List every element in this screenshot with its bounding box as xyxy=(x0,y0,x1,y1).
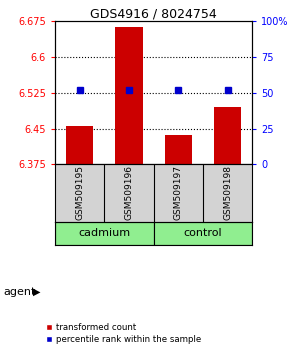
Text: GSM509195: GSM509195 xyxy=(75,165,84,221)
Text: cadmium: cadmium xyxy=(78,228,130,238)
Bar xyxy=(66,126,93,164)
Bar xyxy=(115,27,143,164)
Text: GSM509197: GSM509197 xyxy=(174,165,183,221)
Legend: transformed count, percentile rank within the sample: transformed count, percentile rank withi… xyxy=(42,320,204,348)
Text: ▶: ▶ xyxy=(33,287,41,297)
Text: GSM509196: GSM509196 xyxy=(124,165,134,221)
Bar xyxy=(154,222,252,245)
Text: GSM509198: GSM509198 xyxy=(223,165,232,221)
Title: GDS4916 / 8024754: GDS4916 / 8024754 xyxy=(90,7,217,20)
Bar xyxy=(165,135,192,164)
Bar xyxy=(55,222,154,245)
Bar xyxy=(214,107,241,164)
Text: control: control xyxy=(184,228,222,238)
Text: agent: agent xyxy=(3,287,35,297)
